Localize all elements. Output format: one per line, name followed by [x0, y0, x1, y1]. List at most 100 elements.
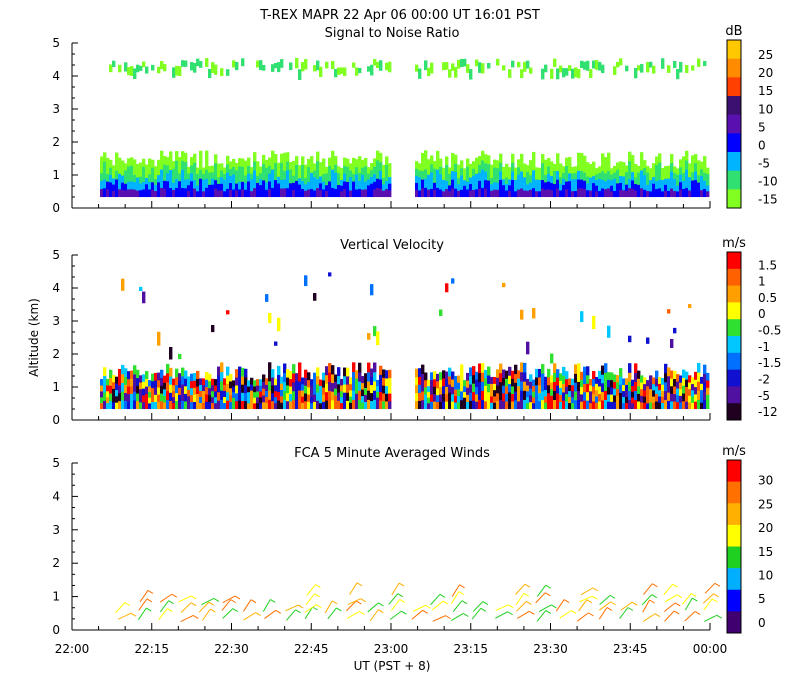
data-cell	[592, 175, 596, 184]
data-cell	[637, 184, 641, 191]
data-cell	[496, 58, 500, 66]
data-cell	[454, 163, 458, 173]
data-cell	[439, 158, 443, 167]
data-cell	[226, 163, 230, 173]
data-cell	[673, 370, 677, 379]
data-cell	[199, 169, 203, 179]
data-cell	[328, 272, 332, 277]
wind-barb	[508, 604, 514, 609]
wind-barb	[523, 592, 530, 597]
x-tick-label: 23:00	[374, 642, 409, 656]
data-cell	[151, 387, 155, 396]
data-cell	[310, 396, 314, 404]
data-cell	[469, 183, 473, 191]
data-cell	[265, 378, 269, 385]
data-cell	[613, 178, 617, 185]
data-cell	[571, 178, 575, 186]
data-cell	[484, 171, 488, 181]
data-cell	[691, 171, 695, 181]
data-cell	[325, 366, 329, 376]
data-cell	[514, 190, 518, 198]
data-cell	[259, 402, 263, 410]
data-cell	[694, 379, 698, 388]
data-cell	[280, 383, 284, 390]
data-cell	[352, 173, 356, 182]
data-cell	[643, 389, 647, 397]
data-cell	[142, 188, 146, 198]
wind-barb	[599, 601, 611, 611]
data-cell	[244, 174, 248, 183]
data-cell	[145, 170, 149, 178]
data-cell	[271, 150, 275, 161]
data-cell	[388, 189, 392, 198]
data-cell	[439, 393, 443, 402]
data-cell	[538, 376, 542, 386]
data-cell	[229, 189, 233, 198]
wind-barb	[451, 591, 460, 604]
data-cell	[352, 371, 356, 382]
data-cell	[184, 60, 188, 67]
wind-barb	[684, 597, 693, 611]
data-cell	[235, 377, 239, 386]
data-cell	[577, 152, 581, 163]
wind-barb	[332, 600, 338, 605]
data-cell	[658, 153, 662, 163]
data-cell	[229, 161, 233, 170]
data-cell	[415, 392, 419, 402]
data-cell	[583, 61, 587, 70]
data-cell	[349, 163, 353, 171]
data-cell	[178, 66, 182, 77]
data-cell	[523, 399, 527, 410]
data-cell	[157, 181, 161, 190]
data-cell	[151, 189, 155, 198]
data-cell	[289, 168, 293, 177]
data-cell	[685, 401, 689, 410]
data-cell	[175, 151, 179, 161]
data-cell	[706, 190, 710, 198]
data-cell	[343, 67, 347, 77]
data-cell	[334, 172, 338, 181]
wind-barb	[463, 613, 469, 617]
data-cell	[571, 390, 575, 398]
data-cell	[298, 69, 302, 81]
data-cell	[505, 176, 509, 184]
data-cell	[685, 393, 689, 402]
data-cell	[697, 174, 701, 183]
data-cell	[112, 395, 116, 403]
data-cell	[247, 173, 251, 182]
data-cell	[676, 185, 680, 192]
data-cell	[184, 152, 188, 163]
data-cell	[547, 384, 551, 394]
data-cell	[448, 179, 452, 186]
data-cell	[130, 385, 134, 394]
data-cell	[577, 390, 581, 401]
data-cell	[448, 400, 452, 410]
data-cell	[310, 180, 314, 189]
data-cell	[445, 188, 449, 198]
data-cell	[361, 376, 365, 384]
data-cell	[109, 174, 113, 183]
data-cell	[619, 168, 623, 176]
data-cell	[574, 190, 578, 198]
data-cell	[520, 153, 524, 163]
data-cell	[583, 383, 587, 393]
data-cell	[451, 371, 455, 380]
wind-barb	[378, 602, 384, 607]
data-cell	[334, 381, 338, 389]
data-cell	[130, 393, 134, 402]
data-cell	[478, 156, 482, 165]
data-cell	[355, 166, 359, 175]
data-cell	[520, 179, 524, 189]
data-cell	[139, 375, 143, 383]
wind-barb	[324, 600, 333, 614]
data-cell	[454, 154, 458, 164]
data-cell	[514, 179, 518, 186]
data-cell	[613, 374, 617, 382]
data-cell	[676, 387, 680, 396]
data-cell	[697, 167, 701, 176]
data-cell	[346, 367, 350, 377]
data-cell	[544, 189, 548, 198]
data-cell	[196, 179, 200, 186]
data-cell	[463, 391, 467, 398]
